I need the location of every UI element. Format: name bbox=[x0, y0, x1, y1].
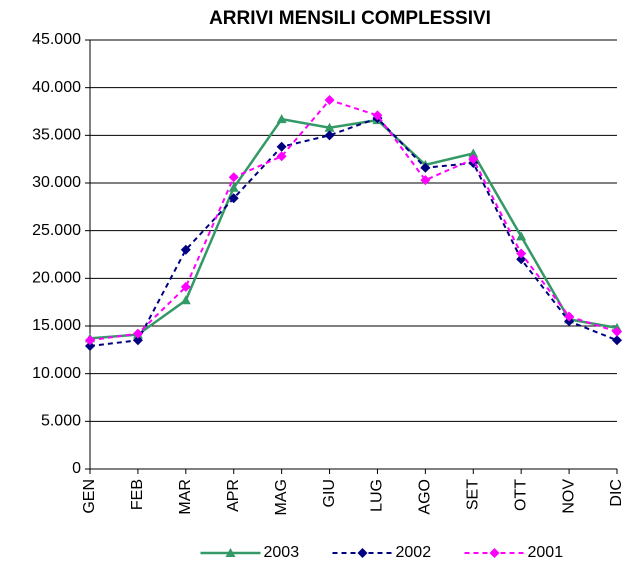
data-point bbox=[228, 182, 239, 192]
legend-marker bbox=[357, 548, 368, 558]
x-tick-label: GIU bbox=[321, 479, 338, 507]
x-tick-label: MAR bbox=[177, 479, 194, 515]
data-point bbox=[228, 172, 239, 183]
data-point bbox=[85, 341, 95, 352]
data-point bbox=[468, 148, 479, 158]
data-point bbox=[516, 254, 527, 265]
legend-label: 2003 bbox=[264, 544, 300, 561]
data-point bbox=[276, 151, 287, 162]
y-tick-label: 10.000 bbox=[32, 365, 81, 382]
data-point bbox=[612, 326, 622, 337]
x-tick-label: AGO bbox=[417, 479, 434, 515]
x-tick-label: FEB bbox=[129, 479, 146, 510]
data-point bbox=[420, 162, 431, 173]
data-point bbox=[180, 281, 191, 292]
y-tick-label: 45.000 bbox=[32, 31, 81, 48]
data-point bbox=[516, 248, 527, 259]
y-tick-label: 0 bbox=[72, 460, 81, 477]
data-point bbox=[276, 141, 287, 152]
legend-label: 2002 bbox=[396, 544, 432, 561]
chart-title: ARRIVI MENSILI COMPLESSIVI bbox=[209, 8, 491, 29]
y-tick-label: 15.000 bbox=[32, 317, 81, 334]
data-point bbox=[372, 110, 383, 121]
legend-label: 2001 bbox=[528, 544, 564, 561]
y-tick-label: 5.000 bbox=[41, 413, 81, 430]
data-point bbox=[180, 295, 191, 305]
y-tick-label: 20.000 bbox=[32, 270, 81, 287]
data-point bbox=[85, 335, 95, 346]
x-tick-label: NOV bbox=[560, 479, 577, 514]
series-line bbox=[89, 98, 618, 342]
legend-entry: 2002 bbox=[332, 544, 432, 561]
data-point bbox=[276, 114, 287, 124]
legend-marker bbox=[489, 548, 500, 558]
data-point bbox=[132, 335, 143, 346]
x-tick-label: OTT bbox=[512, 479, 529, 511]
x-tick-label: LUG bbox=[369, 479, 386, 512]
data-point bbox=[612, 335, 622, 346]
y-tick-label: 35.000 bbox=[32, 127, 81, 144]
x-tick-label: GEN bbox=[81, 479, 98, 514]
data-point bbox=[420, 175, 431, 186]
x-tick-label: APR bbox=[225, 479, 242, 512]
y-tick-label: 30.000 bbox=[32, 174, 81, 191]
data-point bbox=[132, 328, 143, 339]
x-tick-label: MAG bbox=[273, 479, 290, 515]
y-tick-label: 40.000 bbox=[32, 79, 81, 96]
data-point bbox=[564, 311, 575, 322]
legend-entry: 2001 bbox=[464, 544, 564, 561]
legend-marker bbox=[225, 548, 236, 557]
x-tick-label: DIC bbox=[608, 479, 625, 507]
data-point bbox=[516, 231, 527, 241]
data-point bbox=[468, 154, 479, 165]
data-point bbox=[324, 95, 335, 106]
data-point bbox=[324, 122, 335, 132]
series-line bbox=[89, 117, 618, 340]
y-tick-label: 25.000 bbox=[32, 222, 81, 239]
data-point bbox=[324, 130, 335, 141]
legend-entry: 2003 bbox=[200, 544, 300, 561]
x-tick-label: SET bbox=[464, 479, 481, 510]
data-point bbox=[228, 193, 239, 204]
data-point bbox=[180, 244, 191, 255]
